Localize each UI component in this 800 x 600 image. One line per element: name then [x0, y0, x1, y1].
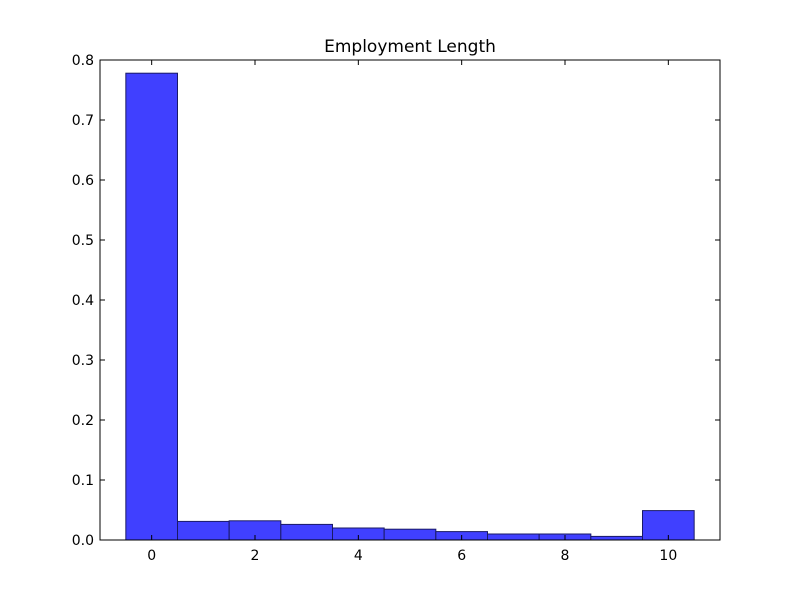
- y-tick-label: 0.8: [72, 53, 94, 69]
- y-tick-label: 0.2: [72, 413, 94, 429]
- bar-7: [487, 533, 540, 541]
- bar-9: [590, 535, 643, 541]
- bar-5: [383, 528, 437, 541]
- x-tick-label: 10: [659, 548, 677, 564]
- y-tick-label: 0.1: [72, 473, 94, 489]
- y-tick-label: 0.6: [72, 173, 94, 189]
- plot-area-frame: [99, 59, 721, 541]
- y-tick-label: 0.7: [72, 113, 94, 129]
- x-tick-label: 4: [354, 548, 363, 564]
- bar-3: [280, 523, 334, 541]
- x-axis: 0 2 4 6 8 10: [147, 60, 677, 564]
- y-tick-label: 0.4: [72, 293, 94, 309]
- y-tick-label: 0.3: [72, 353, 94, 369]
- chart-title: Employment Length: [324, 37, 496, 57]
- bar-0: [125, 72, 179, 541]
- x-tick-label: 2: [251, 548, 260, 564]
- y-tick-label: 0.0: [72, 533, 94, 549]
- y-axis: 0.0 0.1 0.2 0.3 0.4 0.5 0.6 0.7 0.8: [72, 53, 720, 549]
- x-tick-label: 6: [457, 548, 466, 564]
- x-tick-label: 0: [147, 548, 156, 564]
- x-tick-label: 8: [561, 548, 570, 564]
- bar-1: [177, 520, 230, 541]
- bars-group: [125, 72, 695, 541]
- y-tick-label: 0.5: [72, 233, 94, 249]
